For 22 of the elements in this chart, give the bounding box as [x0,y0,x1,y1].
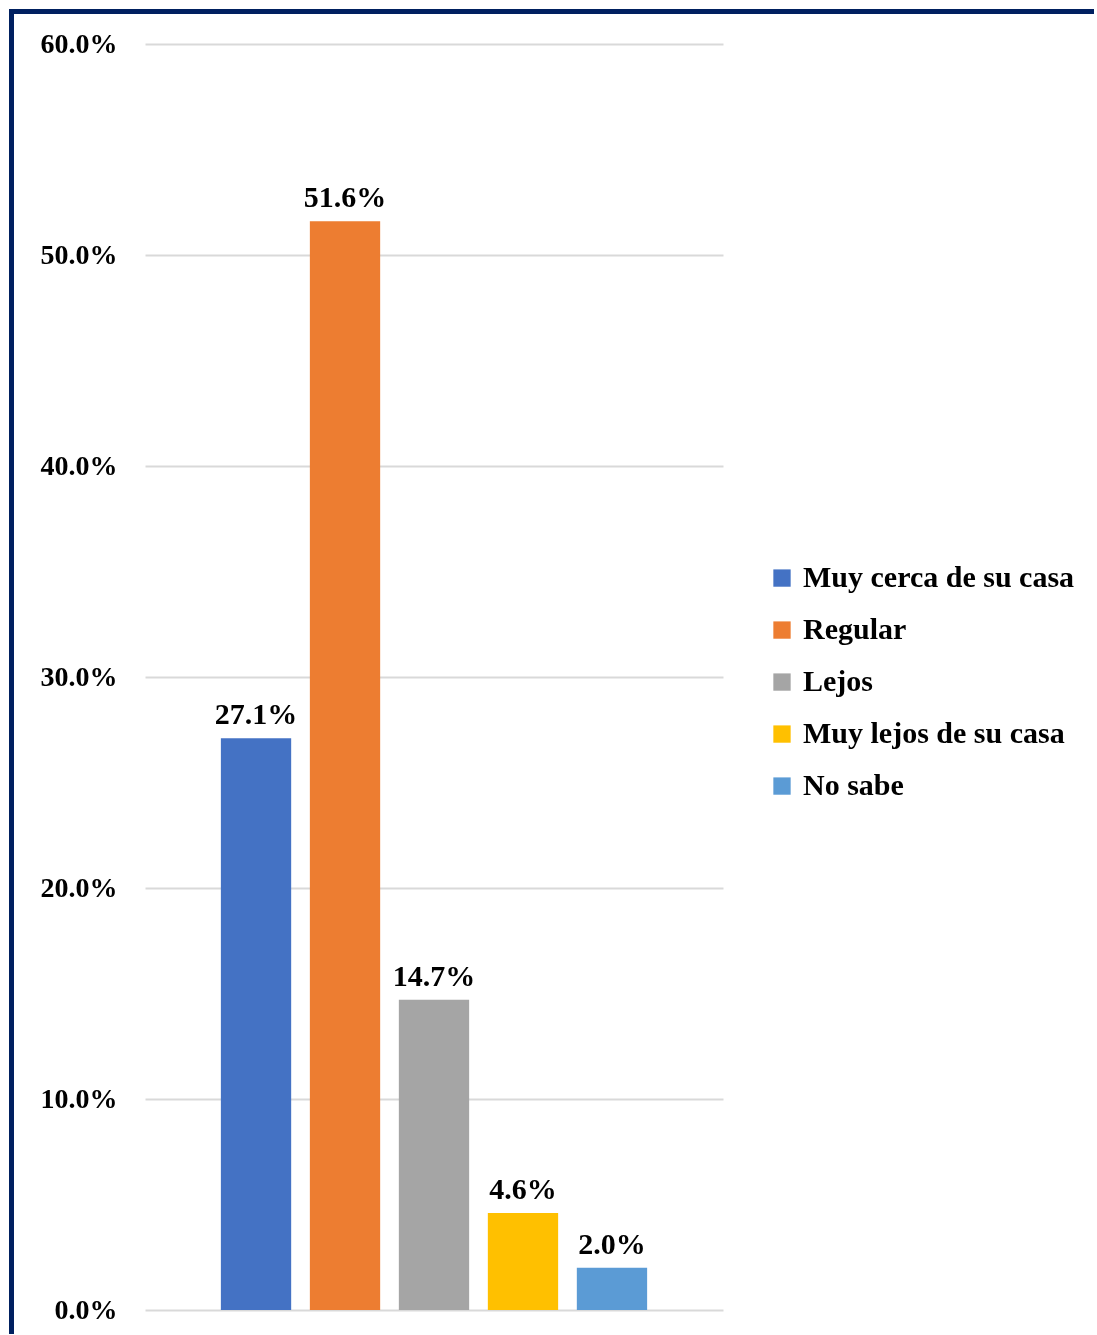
y-tick-label: 20.0% [40,871,118,903]
legend-label: Muy cerca de su casa [803,560,1075,594]
data-label: 27.1% [214,697,298,731]
y-tick-label: 50.0% [40,238,118,270]
legend-label: Regular [803,612,907,646]
bar [309,221,381,1310]
data-label: 14.7% [392,958,476,992]
bar [398,999,470,1310]
y-tick-label: 40.0% [40,449,118,481]
y-tick-label: 0.0% [54,1293,118,1325]
bar [220,738,292,1310]
y-tick-label: 10.0% [40,1082,118,1114]
legend-label: Lejos [803,664,873,698]
data-label: 4.6% [489,1171,557,1205]
bar [487,1212,559,1310]
legend-label: Muy lejos de su casa [803,716,1065,750]
y-tick-label: 60.0% [40,27,118,59]
y-tick-label: 30.0% [40,660,118,692]
data-label: 51.6% [303,180,387,214]
bar [576,1267,648,1310]
legend-label: No sabe [803,768,904,802]
data-label: 2.0% [578,1226,646,1260]
